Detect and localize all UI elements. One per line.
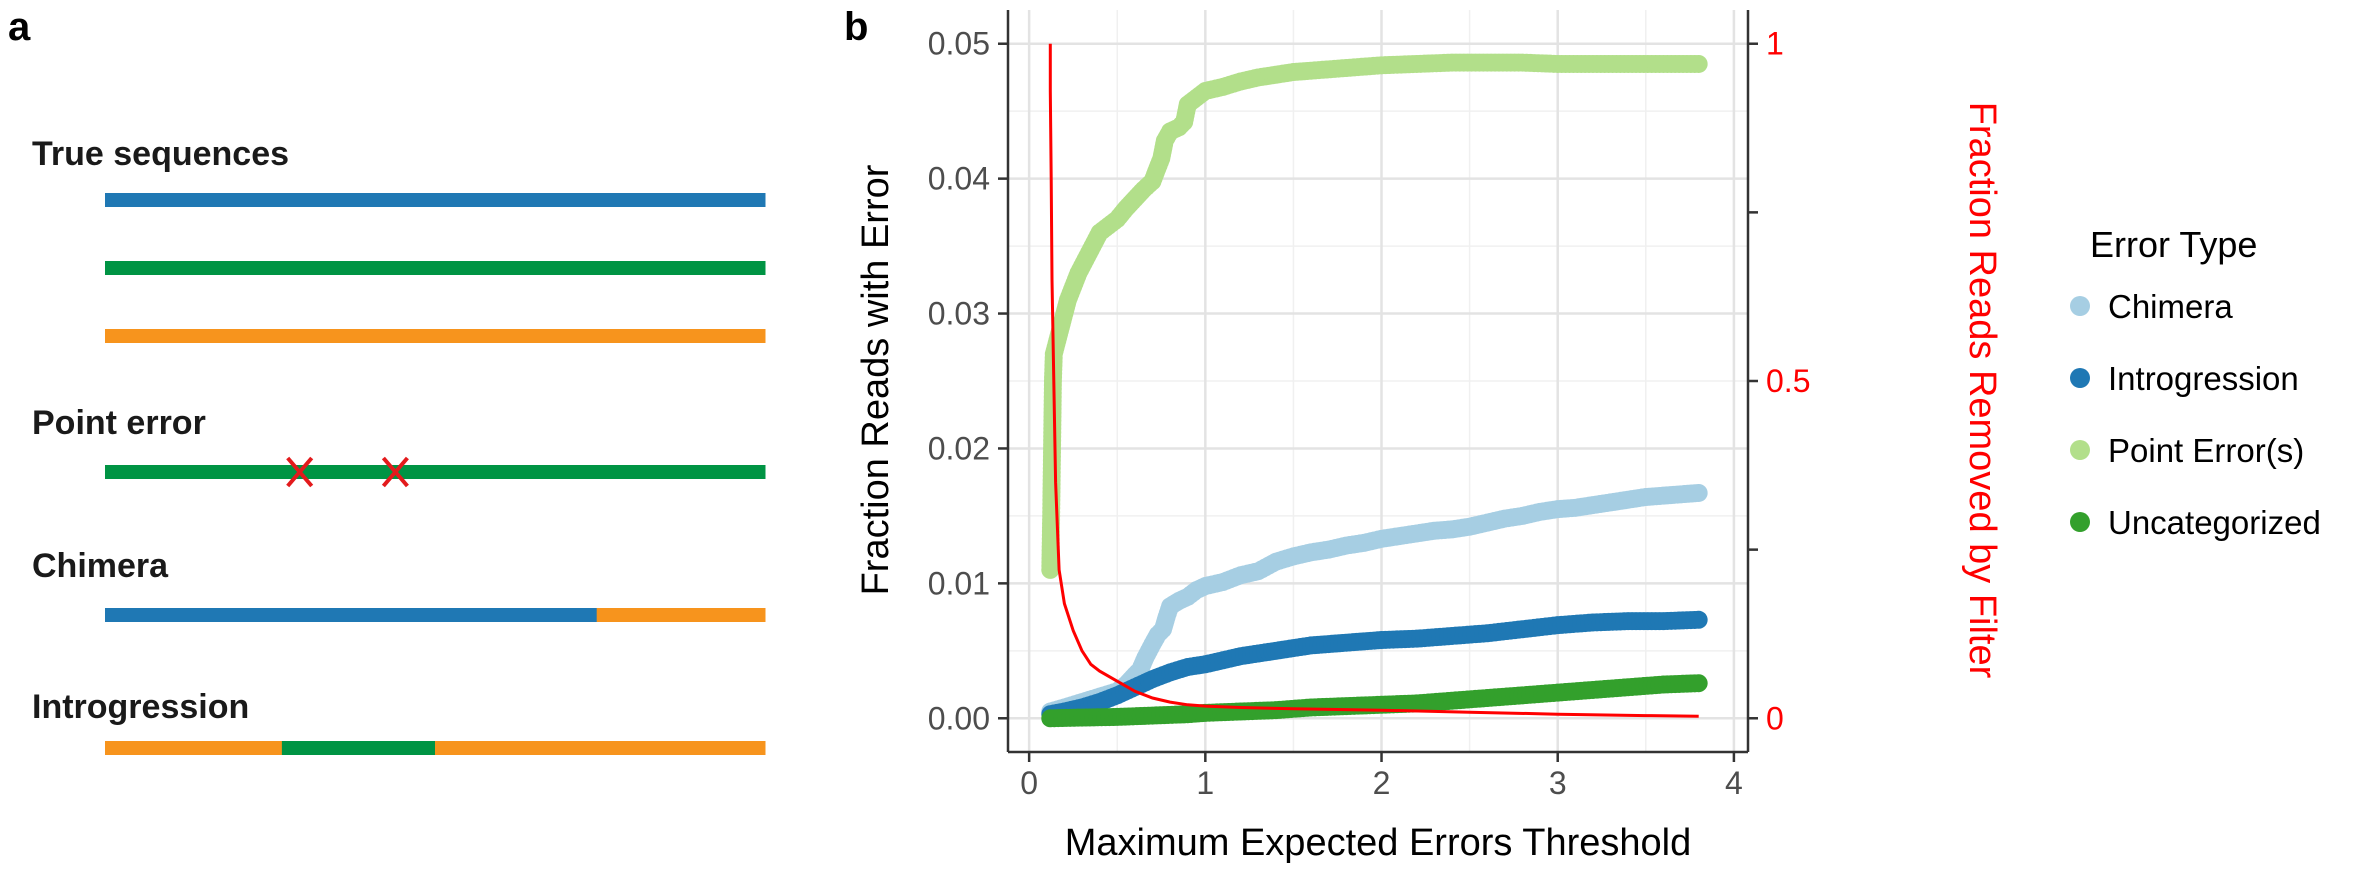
sequence-segment [105, 193, 766, 207]
filter-removed-line [1048, 43, 1699, 718]
panel-b-letter: b [844, 5, 868, 49]
panel-a-letter: a [8, 5, 31, 49]
sequence-segment [596, 608, 766, 622]
data-point [1689, 674, 1708, 693]
x-tick-label: 4 [1725, 765, 1743, 801]
point-error-mark [381, 456, 409, 488]
legend-label: Chimera [2108, 288, 2233, 325]
legend-title: Error Type [2090, 224, 2257, 265]
y2-tick-label: 0 [1766, 700, 1784, 736]
y-tick-label: 0.03 [928, 296, 990, 332]
y2-axis-title: Fraction Reads Removed by Filter [1961, 102, 2003, 679]
plot-data [1041, 43, 1708, 728]
legend-swatch [2070, 296, 2090, 316]
x-tick-label: 3 [1549, 765, 1567, 801]
legend-label: Introgression [2108, 360, 2299, 397]
legend-swatch [2070, 440, 2090, 460]
x-axis-title: Maximum Expected Errors Threshold [1065, 822, 1692, 864]
sequence-segment [105, 465, 766, 479]
x-tick-label: 0 [1020, 765, 1038, 801]
legend-swatch [2070, 368, 2090, 388]
legend-swatch [2070, 512, 2090, 532]
y-tick-label: 0.04 [928, 161, 990, 197]
legend: Error Type Chimera Introgression Point Erro… [2070, 224, 2321, 541]
sequence-segment [281, 741, 436, 755]
data-point [1689, 483, 1708, 502]
legend-label: Uncategorized [2108, 504, 2321, 541]
sequence-diagram: a True sequences Point error Chimera Introg… [8, 5, 766, 755]
sequence-group-title: Point error [32, 404, 206, 442]
y-tick-label: 0.00 [928, 700, 990, 736]
data-point [1689, 610, 1708, 629]
series-uncategorized [1041, 674, 1708, 728]
sequence-segment [105, 261, 766, 275]
chart: b 0 1 2 3 4 0.00 0.01 0.02 0.03 0.04 0.05 0 0.5 1 Err… [844, 5, 2321, 864]
data-point [1689, 54, 1708, 73]
sequence-group-title: True sequences [32, 135, 289, 173]
sequence-segment [435, 741, 766, 755]
panel-b: b 0 1 2 3 4 0.00 0.01 0.02 0.03 0.04 0.05 0 0.5 1 Err… [840, 0, 2371, 875]
sequence-segment [105, 741, 283, 755]
x-tick-label: 2 [1373, 765, 1391, 801]
y-tick-label: 0.05 [928, 26, 990, 62]
sequence-group-title: Introgression [32, 688, 249, 726]
axes: 0 1 2 3 4 0.00 0.01 0.02 0.03 0.04 0.05 0 0.5 1 [928, 10, 1810, 801]
y2-tick-label: 1 [1766, 26, 1784, 62]
y-tick-label: 0.01 [928, 565, 990, 601]
sequence-group-title: Chimera [32, 547, 169, 585]
point-error-mark [286, 456, 314, 488]
legend-label: Point Error(s) [2108, 432, 2304, 469]
sequence-groups: True sequences Point error Chimera Introgre… [32, 135, 766, 755]
grid [1008, 10, 1748, 752]
sequence-segment [105, 608, 598, 622]
panel-a: a True sequences Point error Chimera Introg… [0, 0, 840, 875]
x-tick-label: 1 [1196, 765, 1214, 801]
sequence-segment [105, 329, 766, 343]
y2-tick-label: 0.5 [1766, 363, 1810, 399]
y-tick-label: 0.02 [928, 430, 990, 466]
y-axis-title: Fraction Reads with Error [855, 164, 897, 595]
